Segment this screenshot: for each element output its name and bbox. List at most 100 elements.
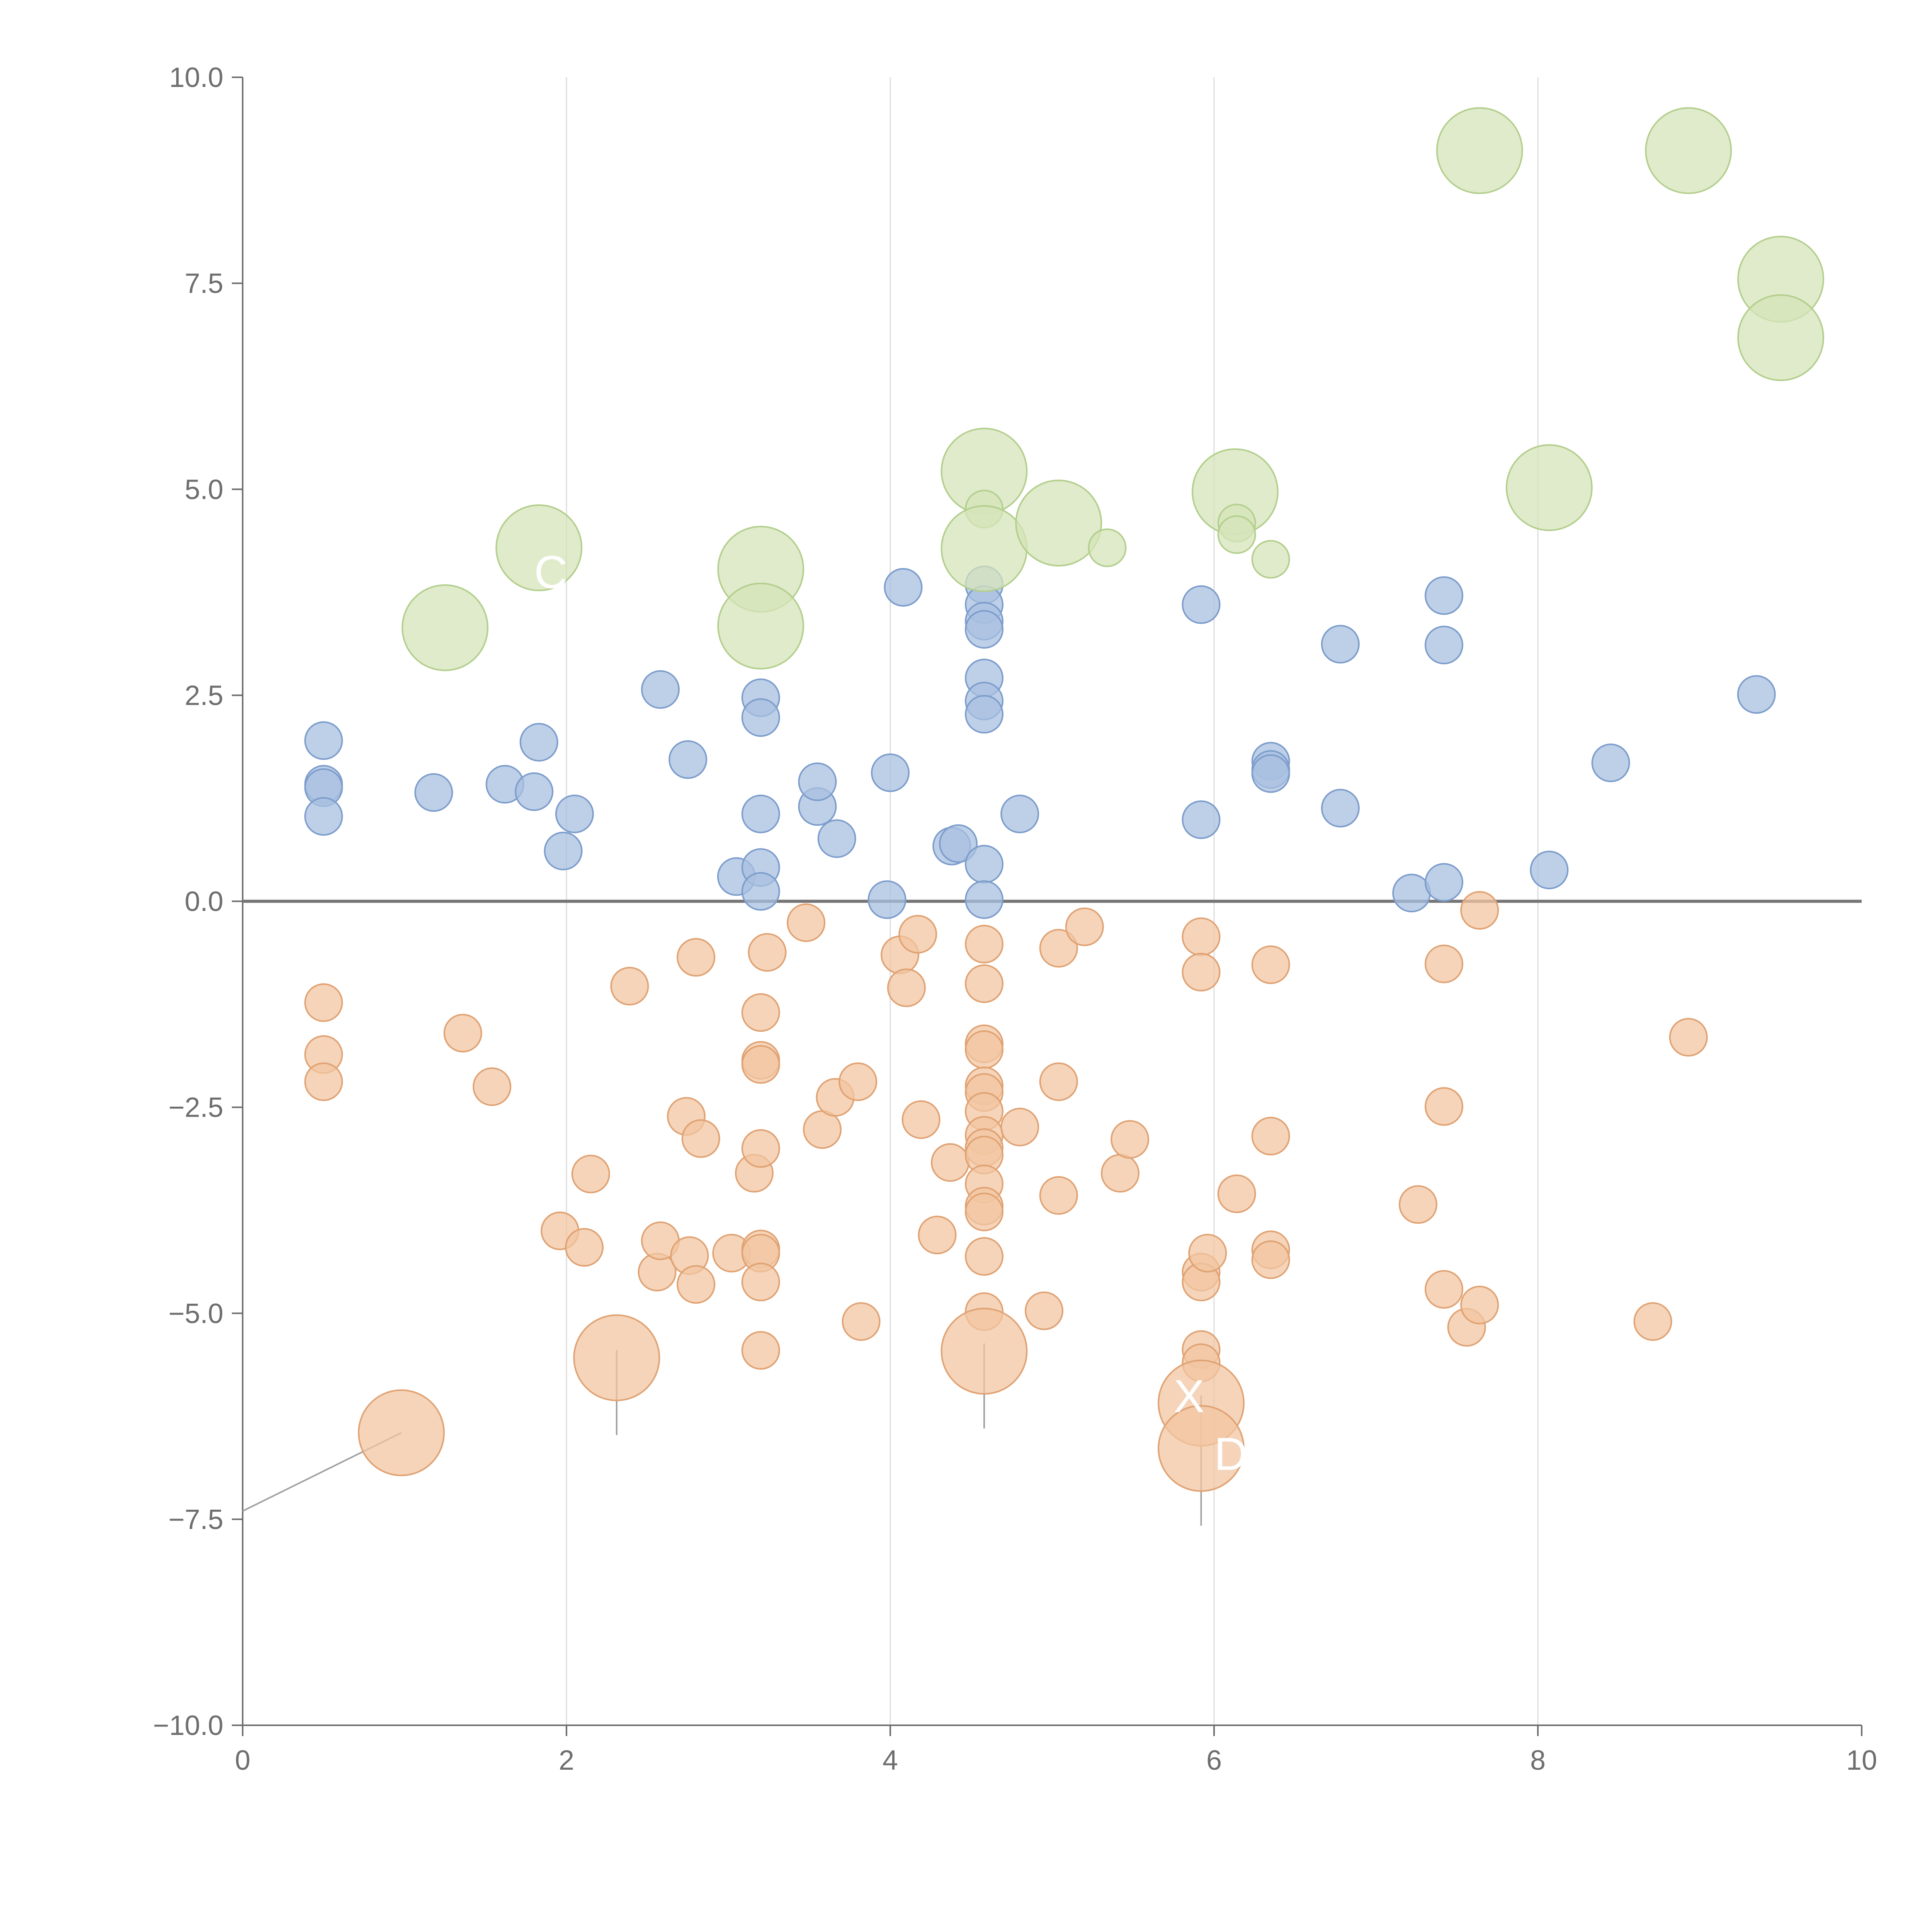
blue-bubble — [1000, 794, 1039, 833]
orange-bubble — [1398, 1185, 1437, 1224]
orange-bubble — [1000, 1107, 1039, 1146]
bubbles — [304, 107, 1824, 1492]
orange-bubble — [1424, 1087, 1463, 1126]
blue-bubble — [741, 794, 780, 833]
blue-bubble — [965, 845, 1004, 884]
blue-bubble — [817, 819, 856, 858]
blue-bubble — [798, 762, 837, 801]
y-tick-label: 7.5 — [185, 268, 223, 299]
green-bubble — [1436, 107, 1523, 194]
annotation-label: D — [1214, 1428, 1248, 1480]
orange-bubble — [571, 1155, 610, 1194]
blue-bubble — [515, 772, 554, 811]
orange-bubble — [304, 1062, 343, 1101]
orange-bubble — [1669, 1018, 1708, 1057]
blue-bubble — [741, 698, 780, 737]
y-tick-label: 0.0 — [185, 886, 223, 917]
y-tick-label: 2.5 — [185, 680, 223, 711]
orange-bubble — [1251, 1117, 1290, 1156]
orange-bubble — [1460, 891, 1499, 930]
blue-bubble — [871, 753, 910, 792]
y-tick-label: −2.5 — [168, 1092, 223, 1123]
orange-bubble — [1251, 1240, 1290, 1279]
orange-bubble — [898, 915, 937, 954]
orange-bubble — [1217, 1174, 1256, 1213]
orange-bubble — [965, 1192, 1004, 1231]
orange-bubble — [1182, 952, 1221, 992]
orange-bubble — [443, 1014, 482, 1053]
orange-bubble — [1100, 1154, 1139, 1193]
green-series — [401, 107, 1824, 671]
orange-bubble — [741, 1129, 780, 1168]
blue-bubble — [1737, 675, 1776, 714]
blue-bubble — [544, 832, 583, 871]
orange-bubble — [358, 1389, 445, 1476]
orange-bubble — [965, 1237, 1004, 1276]
orange-series — [304, 891, 1708, 1492]
orange-bubble — [741, 1262, 780, 1301]
blue-bubble — [1321, 789, 1360, 828]
blue-bubble — [304, 797, 343, 836]
orange-bubble — [931, 1143, 970, 1182]
blue-bubble — [555, 794, 594, 833]
orange-bubble — [1039, 1062, 1078, 1101]
orange-bubble — [1424, 944, 1463, 983]
x-tick-label: 10 — [1846, 1745, 1877, 1776]
x-axis-ticks: 0 2 4 6 8 10 — [235, 1725, 1877, 1776]
blue-bubble — [1251, 754, 1290, 793]
orange-bubble — [1025, 1291, 1064, 1330]
y-tick-label: −5.0 — [168, 1298, 223, 1329]
orange-bubble — [965, 964, 1004, 1003]
x-tick-label: 4 — [883, 1745, 898, 1776]
orange-bubble — [787, 903, 826, 942]
green-bubble — [1088, 528, 1127, 567]
y-axis-ticks: 10.0 7.5 5.0 2.5 0.0 −2.5 −5.0 −7.5 −10.0 — [153, 62, 243, 1741]
orange-bubble — [473, 1067, 512, 1106]
orange-bubble — [681, 1119, 720, 1158]
x-tick-label: 0 — [235, 1745, 250, 1776]
x-tick-label: 6 — [1206, 1745, 1222, 1776]
y-tick-label: 10.0 — [169, 62, 223, 93]
orange-bubble — [741, 1331, 780, 1370]
orange-bubble — [610, 967, 649, 1006]
blue-bubble — [1530, 850, 1569, 889]
orange-bubble — [1182, 917, 1221, 956]
blue-bubble — [1591, 743, 1630, 782]
orange-bubble — [1188, 1234, 1227, 1273]
x-tick-label: 2 — [559, 1745, 574, 1776]
axes — [242, 77, 1862, 1726]
green-bubble — [495, 504, 583, 592]
orange-bubble — [677, 1265, 716, 1304]
orange-bubble — [304, 983, 343, 1022]
orange-bubble — [565, 1228, 604, 1267]
orange-bubble — [1460, 1286, 1499, 1325]
green-bubble — [1645, 107, 1732, 194]
green-bubble — [1251, 540, 1290, 579]
blue-bubble — [884, 568, 923, 607]
orange-bubble — [1251, 945, 1290, 984]
orange-bubble — [940, 1308, 1028, 1395]
orange-bubble — [1111, 1120, 1150, 1159]
annotations: C XD — [534, 546, 1247, 1480]
blue-bubble — [641, 670, 680, 709]
orange-bubble — [965, 925, 1004, 964]
blue-bubble — [1321, 625, 1360, 664]
blue-bubble — [965, 610, 1004, 649]
blue-bubble — [965, 880, 1004, 919]
orange-bubble — [1424, 1270, 1463, 1309]
blue-bubble — [1392, 874, 1431, 913]
orange-bubble — [741, 993, 780, 1032]
y-tick-label: −7.5 — [168, 1504, 223, 1535]
orange-bubble — [901, 1100, 940, 1139]
blue-bubble — [867, 880, 906, 919]
annotation-label: C — [534, 546, 568, 598]
x-tick-label: 8 — [1530, 1745, 1546, 1776]
orange-bubble — [887, 968, 926, 1007]
orange-bubble — [1039, 1176, 1078, 1215]
blue-bubble — [304, 721, 343, 760]
blue-bubble — [1182, 585, 1221, 624]
green-bubble — [401, 584, 489, 671]
orange-bubble — [918, 1216, 957, 1255]
green-bubble — [1505, 444, 1593, 531]
